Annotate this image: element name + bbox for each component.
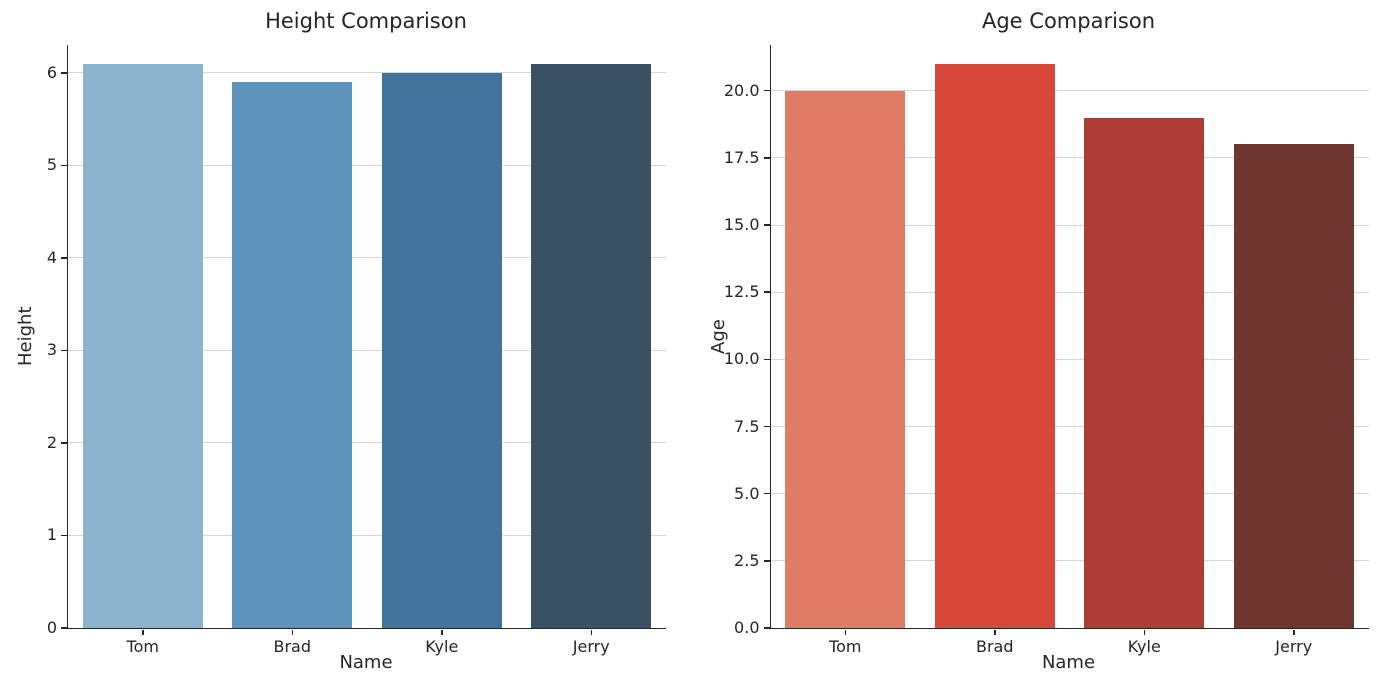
x-tick-label: Kyle [425,637,459,656]
y-tick-label: 0.0 [734,618,760,637]
y-tick-label: 3 [46,340,57,360]
y-gridline [770,426,1369,427]
y-tick-label: 2 [46,432,57,452]
y-tick-label: 5.0 [734,483,760,503]
bar-jerry [1233,144,1354,628]
plot-area: 0 1 2 3 4 5 6 Tom Brad Kyle Jerry [47,45,666,655]
y-tick-mark [763,291,770,293]
y-tick-mark [763,89,770,92]
y-tick-mark [61,627,67,629]
bar-jerry [531,63,652,628]
bar-kyle [1084,117,1205,628]
y-tick-label: 15.0 [723,215,760,234]
x-tick-label: Tom [126,637,159,656]
y-tick-label: 5 [46,155,57,175]
y-tick-label: 17.5 [723,147,760,167]
y-gridline [68,442,666,444]
y-gridline [68,72,666,74]
y-tick-mark [763,492,770,495]
x-tick-mark [291,630,293,635]
bar-tom [785,90,906,628]
y-tick-label: 1 [46,525,57,545]
y-gridline [68,534,666,536]
age-comparison-panel: Age Comparison Age 0.0 2.5 5.0 7.5 10.0 12.5 1… [695,0,1389,690]
bar-kyle [381,72,502,628]
x-tick-label: Kyle [1127,637,1161,656]
y-tick-label: 6 [46,62,57,82]
y-tick-mark [763,627,770,629]
chart-title: Height Comparison [265,9,467,33]
y-tick-mark [61,349,67,352]
y-tick-label: 10.0 [723,349,760,369]
y-gridline [770,493,1369,495]
y-tick-label: 0 [46,618,57,637]
chart-title: Age Comparison [981,9,1156,33]
y-tick-mark [61,164,67,167]
y-gridline [770,224,1369,226]
x-tick-label: Jerry [572,637,610,656]
y-tick-mark [763,224,770,226]
y-tick-mark [763,425,770,428]
x-tick-label: Jerry [1275,637,1313,656]
y-gridline [68,164,666,166]
x-tick-label: Brad [273,637,312,656]
x-tick-label: Brad [975,637,1014,656]
x-tick-mark [441,630,443,635]
y-gridline [68,257,666,259]
y-tick-label: 2.5 [734,550,760,570]
y-tick-mark [61,72,67,74]
x-axis-label: Name [339,652,393,673]
y-axis-label: Age [707,319,729,354]
bar-brad [232,82,353,628]
x-tick-mark [844,630,846,635]
x-tick-mark [1143,630,1145,635]
bar-tom [82,63,203,628]
y-tick-label: 12.5 [723,282,760,302]
plot-area: 0.0 2.5 5.0 7.5 10.0 12.5 15.0 17.5 20.0 Tom Brad K… [724,45,1369,655]
y-tick-mark [61,257,67,259]
y-gridline [770,291,1369,293]
y-axis-label: Height [15,306,36,367]
height-comparison-panel: Height Comparison Height 0 1 2 3 4 5 6 Tom Brad K… [15,9,666,673]
x-tick-label: Tom [829,637,862,656]
y-tick-mark [763,560,770,562]
y-gridline [770,358,1369,360]
x-tick-mark [142,630,144,635]
x-tick-mark [1293,630,1295,635]
bar-brad [934,63,1055,628]
x-axis-label: Name [1041,652,1096,673]
y-gridline [770,560,1369,562]
y-tick-label: 4 [46,247,57,267]
y-gridline [770,157,1369,159]
y-tick-mark [763,157,770,159]
y-tick-mark [61,534,67,537]
x-tick-mark [590,630,592,635]
y-gridline [68,349,666,351]
y-tick-label: 7.5 [734,416,760,436]
y-tick-label: 20.0 [723,80,760,100]
y-gridline [770,90,1369,92]
y-tick-mark [61,442,67,444]
x-tick-mark [994,630,996,635]
y-tick-mark [763,358,770,361]
